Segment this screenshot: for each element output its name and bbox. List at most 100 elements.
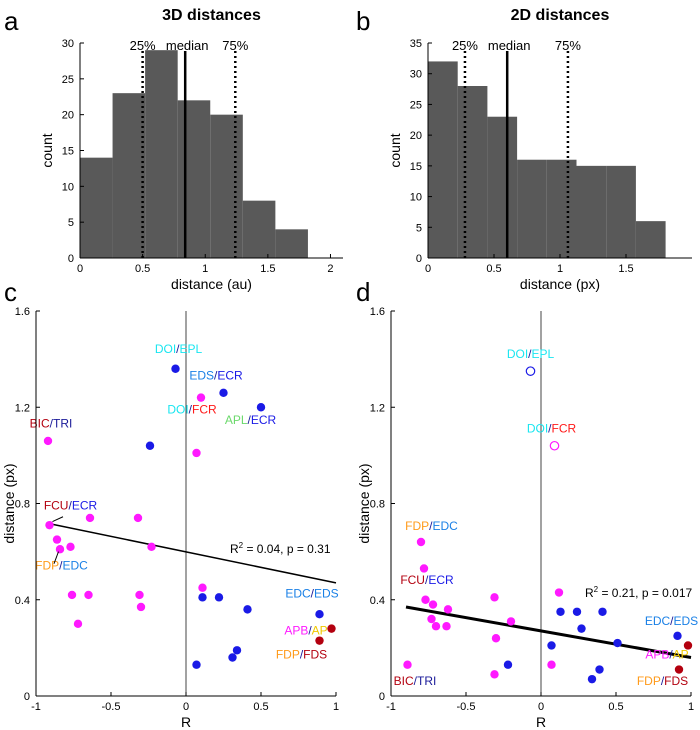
muscle-pair-label: DOI/FCR bbox=[167, 402, 217, 416]
x-tick-label: 0.5 bbox=[253, 701, 268, 713]
data-point bbox=[219, 388, 228, 398]
quantile-label: median bbox=[166, 38, 209, 53]
muscle-pair-label: FDP/FDS bbox=[637, 674, 688, 688]
muscle-pair-label: FCU/ECR bbox=[44, 499, 98, 513]
data-point bbox=[503, 660, 513, 669]
chart-title: 2D distances bbox=[511, 7, 610, 24]
muscle-pair-label: FDP/EDC bbox=[35, 559, 88, 573]
regression-line bbox=[405, 605, 692, 659]
data-point bbox=[403, 660, 412, 669]
y-tick-label: 30 bbox=[62, 38, 74, 50]
y-tick-label: 0.8 bbox=[15, 499, 30, 511]
muscle-pair-label-part: FCU bbox=[400, 573, 425, 587]
muscle-pair-label-part: / bbox=[528, 347, 532, 361]
muscle-pair-label-part: BIC bbox=[30, 417, 50, 431]
data-point bbox=[147, 542, 156, 552]
data-point bbox=[595, 665, 604, 674]
data-point bbox=[228, 653, 237, 662]
y-tick-label: 1.6 bbox=[370, 306, 385, 318]
panel-letter-c: c bbox=[4, 277, 17, 307]
chart-title: 3D distances bbox=[162, 7, 261, 24]
data-point bbox=[443, 605, 453, 614]
panel-d-2d-distance-vs-r-scatter: dR2 = 0.21, p = 0.017DOI/EPLDOI/FCRFDP/E… bbox=[356, 277, 698, 730]
muscle-pair-label-part: / bbox=[425, 573, 429, 587]
data-point bbox=[490, 670, 499, 679]
panel-letter-b: b bbox=[356, 6, 370, 36]
muscle-pair-label-part: APL bbox=[225, 413, 248, 427]
muscle-pair-label-part: / bbox=[248, 413, 252, 427]
y-tick-label: 0 bbox=[379, 691, 385, 703]
fit-statistics-values: = 0.04, p = 0.31 bbox=[243, 542, 331, 556]
muscle-pair-label-part: / bbox=[214, 369, 218, 383]
data-point bbox=[85, 513, 95, 523]
y-axis-label: count bbox=[387, 133, 403, 167]
muscle-pair-label-part: EPL bbox=[180, 342, 203, 356]
muscle-pair-label: DOI/EPL bbox=[507, 347, 555, 361]
data-point bbox=[506, 617, 516, 626]
muscle-pair-label-part: ECR bbox=[428, 573, 454, 587]
data-point bbox=[67, 590, 77, 600]
data-point bbox=[428, 600, 438, 609]
x-tick-label: 1 bbox=[202, 263, 208, 275]
muscle-pair-label-part: DOI bbox=[507, 347, 528, 361]
data-point bbox=[674, 665, 684, 674]
muscle-pair-label-part: EDC bbox=[285, 586, 311, 600]
histogram-bar bbox=[457, 86, 488, 258]
muscle-pair-label-part: FDP bbox=[276, 648, 300, 662]
y-tick-label: 20 bbox=[410, 130, 422, 142]
muscle-pair-label: EDC/EDS bbox=[645, 614, 698, 628]
data-point bbox=[133, 513, 143, 523]
muscle-pair-label: EDS/ECR bbox=[189, 369, 243, 383]
data-point bbox=[52, 535, 62, 544]
x-axis-label: R bbox=[181, 714, 191, 730]
x-tick-label: -0.5 bbox=[102, 701, 121, 713]
muscle-pair-label-part: FDS bbox=[664, 674, 688, 688]
annotation-arrow bbox=[53, 551, 59, 564]
muscle-pair-label-part: BIC bbox=[394, 674, 414, 688]
data-point bbox=[491, 634, 501, 643]
data-point bbox=[84, 590, 93, 600]
data-point bbox=[421, 595, 430, 604]
data-point bbox=[416, 537, 426, 547]
y-tick-label: 25 bbox=[410, 99, 422, 111]
muscle-pair-label-part: APB bbox=[284, 624, 308, 638]
data-point bbox=[442, 622, 451, 631]
muscle-pair-label: BIC/TRI bbox=[30, 417, 73, 431]
y-axis-label: count bbox=[39, 133, 55, 167]
histogram-bar bbox=[145, 50, 178, 258]
data-point bbox=[145, 441, 155, 450]
histogram-bar bbox=[242, 200, 276, 258]
y-tick-label: 1.6 bbox=[15, 306, 30, 318]
data-point bbox=[572, 607, 582, 616]
muscle-pair-label-part: / bbox=[176, 342, 180, 356]
histogram-bar bbox=[546, 159, 577, 258]
panel-c-3d-distance-vs-r-scatter: cR2 = 0.04, p = 0.31DOI/EPLEDS/ECRDOI/FC… bbox=[1, 277, 339, 730]
data-point bbox=[547, 660, 556, 669]
data-point bbox=[136, 602, 146, 612]
muscle-pair-label-part: DOI bbox=[527, 422, 548, 436]
histogram-bar bbox=[80, 157, 113, 258]
data-point bbox=[327, 624, 336, 633]
data-point bbox=[135, 590, 144, 600]
muscle-pair-label-part: TRI bbox=[417, 674, 436, 688]
fit-statistics-label: R2 = 0.04, p = 0.31 bbox=[230, 541, 331, 556]
x-tick-label: 0.5 bbox=[135, 263, 150, 275]
muscle-pair-label-part: / bbox=[414, 674, 418, 688]
y-tick-label: 0 bbox=[68, 253, 74, 265]
panel-b-2d-distances-histogram: b 2D distances 25% median 75% 0 0.5 1 1.5 0 5 10 15 2… bbox=[356, 6, 692, 292]
muscle-pair-label-part: TRI bbox=[53, 417, 72, 431]
data-point bbox=[192, 448, 201, 458]
x-axis-label: R bbox=[536, 714, 546, 730]
y-tick-label: 1.2 bbox=[370, 402, 385, 414]
muscle-pair-label-part: EDC bbox=[63, 559, 89, 573]
muscle-pair-label-part: FDP bbox=[405, 519, 429, 533]
data-point bbox=[196, 393, 206, 402]
data-point bbox=[73, 619, 83, 629]
panel-letter-a: a bbox=[4, 6, 19, 36]
x-tick-label: 0.5 bbox=[486, 263, 501, 275]
data-point bbox=[315, 609, 324, 619]
histogram-bar bbox=[177, 100, 211, 258]
x-tick-label: 0 bbox=[425, 263, 431, 275]
muscle-pair-label-part: / bbox=[661, 674, 665, 688]
x-tick-label: 1 bbox=[333, 701, 339, 713]
